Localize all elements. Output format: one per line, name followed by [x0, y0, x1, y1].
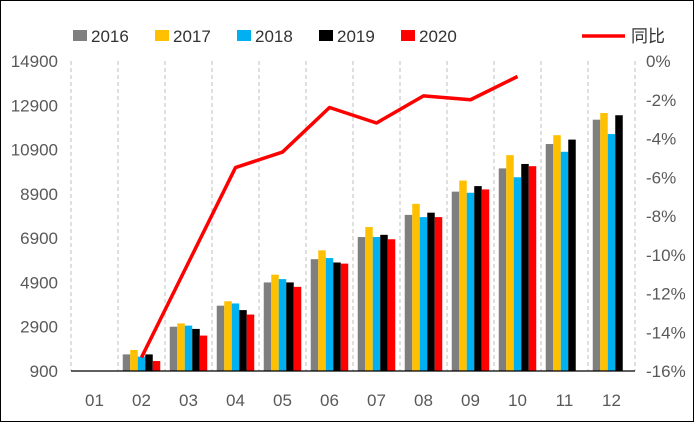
bar-2016-07 — [358, 237, 366, 371]
y-right-tick-label: -12% — [646, 285, 686, 304]
x-tick-label: 12 — [602, 391, 621, 410]
x-tick-label: 10 — [508, 391, 527, 410]
legend: 2016 2017 2018 2019 2020 同比 — [73, 27, 665, 46]
y-right-tick-label: -6% — [646, 168, 676, 187]
x-tick-label: 07 — [367, 391, 386, 410]
y-right-tick-label: -16% — [646, 362, 686, 381]
bar-2017-09 — [459, 181, 467, 371]
y-left-tick-label: 14900 — [11, 52, 58, 71]
bar-2018-07 — [373, 237, 381, 371]
x-tick-label: 02 — [132, 391, 151, 410]
y-left-tick-label: 6900 — [20, 229, 58, 248]
y-left-tick-label: 2900 — [20, 318, 58, 337]
y-left-tick-label: 10900 — [11, 141, 58, 160]
bar-2018-12 — [608, 134, 616, 371]
bar-2020-02 — [153, 361, 161, 371]
bar-2016-06 — [311, 259, 319, 371]
bar-2016-11 — [546, 144, 554, 371]
bar-2017-05 — [271, 275, 279, 371]
bar-2017-08 — [412, 204, 420, 371]
bar-2016-04 — [217, 306, 225, 371]
x-tick-label: 06 — [320, 391, 339, 410]
x-tick-label: 09 — [461, 391, 480, 410]
legend-swatch-2016 — [73, 30, 87, 41]
y-right-tick-label: -4% — [646, 130, 676, 149]
y-right-tick-label: -8% — [646, 207, 676, 226]
bar-2018-11 — [561, 152, 569, 371]
legend-label-2016: 2016 — [91, 27, 129, 46]
legend-label-2018: 2018 — [255, 27, 293, 46]
x-tick-label: 04 — [226, 391, 245, 410]
bar-2018-04 — [232, 303, 240, 371]
bar-2016-12 — [593, 120, 601, 371]
y-right-tick-label: -14% — [646, 323, 686, 342]
bar-2016-10 — [499, 168, 507, 371]
x-tick-label: 03 — [179, 391, 198, 410]
bar-2019-03 — [192, 329, 200, 371]
bar-2020-03 — [200, 336, 208, 371]
bar-2016-08 — [405, 215, 413, 371]
bar-2020-08 — [435, 217, 443, 371]
y-left-tick-label: 4900 — [20, 273, 58, 292]
x-tick-label: 11 — [556, 391, 574, 410]
y-left-tick-label: 900 — [30, 362, 58, 381]
bar-2020-07 — [388, 239, 396, 371]
bar-2019-02 — [145, 354, 153, 371]
y-left-tick-label: 12900 — [11, 96, 58, 115]
y-right-tick-label: -2% — [646, 91, 676, 110]
bar-2019-04 — [239, 310, 247, 371]
legend-swatch-2020 — [401, 30, 415, 41]
x-tick-label: 01 — [85, 391, 104, 410]
legend-label-2017: 2017 — [173, 27, 211, 46]
bar-2016-09 — [452, 192, 460, 371]
bar-2016-03 — [170, 327, 178, 371]
bar-2017-11 — [553, 135, 561, 371]
legend-swatch-2018 — [237, 30, 251, 41]
legend-swatch-2019 — [319, 30, 333, 41]
bar-2017-04 — [224, 301, 232, 371]
bar-2017-03 — [177, 323, 185, 371]
bar-2018-08 — [420, 217, 428, 371]
bar-2019-10 — [521, 164, 529, 371]
legend-swatch-2017 — [155, 30, 169, 41]
legend-label-yoy: 同比 — [631, 27, 665, 46]
y-right-tick-label: 0% — [646, 52, 671, 71]
bar-2019-09 — [474, 186, 482, 371]
bar-2019-07 — [380, 235, 388, 371]
bar-2018-02 — [138, 357, 146, 371]
bar-2018-10 — [514, 177, 522, 371]
bar-2018-03 — [185, 326, 193, 371]
bar-2016-02 — [123, 354, 131, 371]
bar-2020-06 — [341, 264, 349, 371]
bar-2019-08 — [427, 213, 435, 371]
bar-2017-12 — [600, 113, 608, 371]
bar-2019-05 — [286, 282, 294, 371]
y-right-tick-label: -10% — [646, 246, 686, 265]
bar-2018-09 — [467, 193, 475, 371]
bar-2017-10 — [506, 155, 514, 371]
bar-2017-07 — [365, 227, 373, 371]
bar-2016-05 — [264, 282, 272, 371]
bar-2017-06 — [318, 250, 326, 371]
bar-2020-10 — [529, 166, 537, 371]
x-tick-label: 08 — [414, 391, 433, 410]
bar-2019-12 — [615, 115, 623, 371]
bar-2018-05 — [279, 279, 287, 371]
x-tick-label: 05 — [273, 391, 292, 410]
bar-2018-06 — [326, 258, 334, 371]
bar-2017-02 — [130, 350, 138, 371]
bar-2020-05 — [294, 287, 302, 371]
bar-2019-11 — [568, 140, 576, 371]
y-left-tick-label: 8900 — [20, 185, 58, 204]
legend-label-2019: 2019 — [337, 27, 375, 46]
bar-2020-09 — [482, 189, 490, 371]
legend-label-2020: 2020 — [419, 27, 457, 46]
bar-2019-06 — [333, 263, 341, 372]
bar-2020-04 — [247, 315, 255, 371]
